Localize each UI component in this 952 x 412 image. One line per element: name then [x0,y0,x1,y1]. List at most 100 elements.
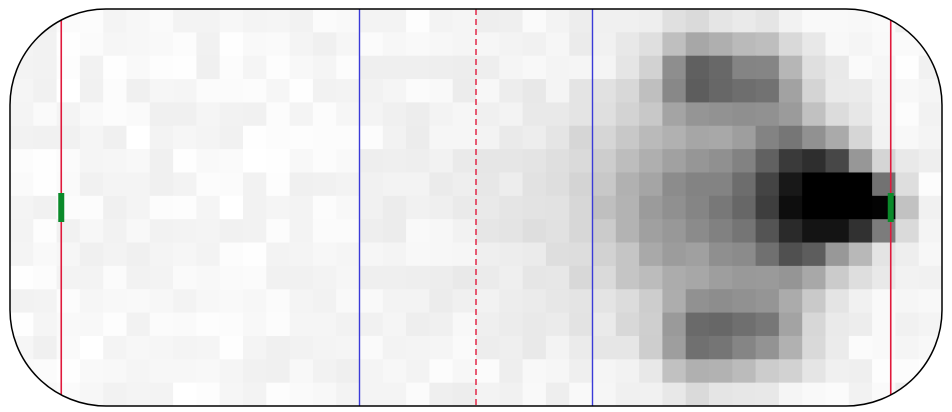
heatmap-cell [476,219,500,244]
heatmap-cell [592,359,617,384]
heatmap-cell [569,195,594,220]
heatmap-cell [755,149,780,174]
heatmap-cell [79,242,104,267]
heatmap-cell [662,289,687,314]
heatmap-cell [266,312,291,337]
heatmap-cell [336,195,361,220]
heatmap-cell [243,359,267,384]
heatmap-cell [336,265,361,290]
heatmap-cell [382,9,407,33]
heatmap-cell [149,242,174,267]
heatmap-cell [33,149,58,174]
heatmap-cell [499,289,524,314]
heatmap-cell [56,265,81,290]
heatmap-cell [173,172,197,197]
heatmap-cell [10,195,34,220]
heatmap-cell [662,219,687,244]
heatmap-cell [219,172,244,197]
heatmap-cell [476,265,500,290]
heatmap-cell [499,335,524,360]
heatmap-cell [336,382,361,406]
heatmap-cell [173,125,197,150]
heatmap-cell [848,172,873,197]
heatmap-cell [639,149,663,174]
heatmap-cell [802,265,827,290]
heatmap-cell [778,312,803,337]
heatmap-cell [266,335,291,360]
heatmap-cell [802,32,827,57]
heatmap-cell [918,125,942,150]
heatmap-cell [592,265,617,290]
heatmap-cell [755,195,780,220]
heatmap-cell [592,102,617,127]
heatmap-cell [778,172,803,197]
heatmap-cell [895,125,920,150]
heatmap-cell [173,9,197,33]
heatmap-cell [685,195,710,220]
heatmap-cell [406,195,430,220]
heatmap-cell [522,55,547,80]
heatmap-cell [732,265,757,290]
heatmap-cell [476,149,500,174]
heatmap-cell [33,125,58,150]
heatmap-cell [662,195,687,220]
heatmap-cell [848,125,873,150]
heatmap-cell [755,102,780,127]
heatmap-cell [79,265,104,290]
heatmap-cell [359,335,384,360]
heatmap-cell [406,172,430,197]
heatmap-cell [918,172,942,197]
heatmap-cell [359,79,384,104]
heatmap-cell [522,219,547,244]
heatmap-cell [289,102,314,127]
heatmap-cell [522,242,547,267]
heatmap-cell [429,359,454,384]
heatmap-cell [312,149,337,174]
heatmap-cell [336,242,361,267]
heatmap-cell [56,242,81,267]
heatmap-cell [755,9,780,33]
heatmap-cell [802,219,827,244]
heatmap-cell [429,125,454,150]
heatmap-cell [545,242,570,267]
heatmap-cell [569,242,594,267]
heatmap-cell [732,125,757,150]
heatmap-cell [312,9,337,33]
heatmap-cell [918,149,942,174]
heatmap-cell [103,265,128,290]
heatmap-cell [289,359,314,384]
heatmap-cell [243,195,267,220]
heatmap-cell [243,335,267,360]
heatmap-cell [545,289,570,314]
heatmap-cell [10,289,34,314]
heatmap-cell [33,359,58,384]
heatmap-cell [336,335,361,360]
heatmap-cell [243,32,267,57]
heatmap-cell [219,102,244,127]
heatmap-cell [732,312,757,337]
heatmap-cell [569,102,594,127]
heatmap-cell [406,32,430,57]
heatmap-cell [639,172,663,197]
heatmap-cell [545,265,570,290]
heatmap-cell [429,149,454,174]
heatmap-cell [732,219,757,244]
heatmap-cell [709,149,733,174]
heatmap-cell [196,55,221,80]
heatmap-cell [662,55,687,80]
heatmap-cell [33,242,58,267]
heatmap-cell [103,102,128,127]
heatmap-cell [848,55,873,80]
heatmap-cell [709,125,733,150]
heatmap-cell [825,265,850,290]
heatmap-cell [476,359,500,384]
heatmap-cell [522,125,547,150]
heatmap-cell [918,382,942,406]
heatmap-cell [872,172,896,197]
heatmap-cell [895,382,920,406]
heatmap-cell [149,359,174,384]
heatmap-cell [685,149,710,174]
heatmap-cell [219,219,244,244]
heatmap-cell [126,382,151,406]
heatmap-cell [149,79,174,104]
